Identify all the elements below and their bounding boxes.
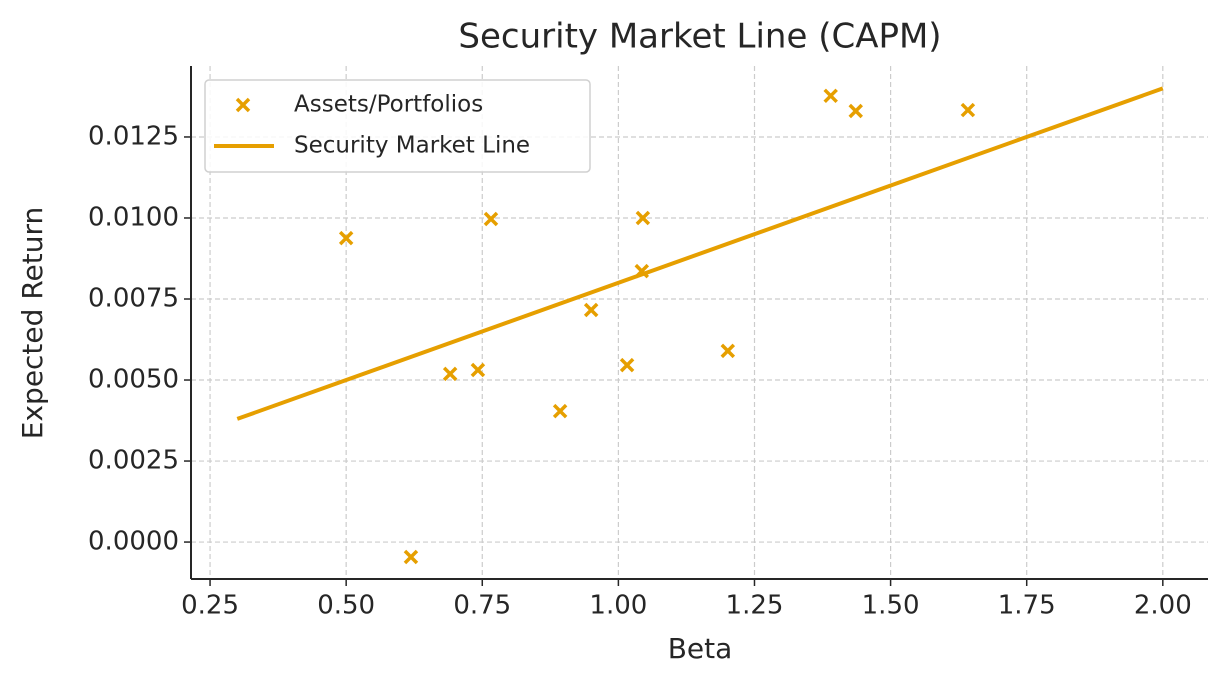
marker <box>635 210 651 226</box>
x-tick-label: 0.25 <box>181 591 239 621</box>
marker <box>338 230 354 246</box>
x-tick-label: 0.75 <box>453 591 511 621</box>
x-tick-label: 1.25 <box>726 591 784 621</box>
marker <box>848 103 863 119</box>
y-tick-label: 0.0000 <box>88 527 179 557</box>
marker <box>470 362 486 378</box>
marker <box>619 357 635 373</box>
marker <box>442 366 458 382</box>
legend: Assets/Portfolios Security Market Line <box>204 79 591 173</box>
marker <box>823 88 838 104</box>
legend-marker <box>235 97 251 113</box>
marker <box>583 302 599 318</box>
legend-label: Assets/Portfolios <box>294 92 483 118</box>
legend-label: Security Market Line <box>294 133 530 159</box>
x-tick-label: 1.75 <box>998 591 1056 621</box>
x-tick-label: 0.50 <box>317 591 375 621</box>
y-tick-label: 0.0025 <box>88 446 179 476</box>
x-tick-label: 2.00 <box>1134 591 1192 621</box>
x-tick-label: 1.50 <box>862 591 920 621</box>
marker <box>960 102 976 118</box>
y-tick-label: 0.0075 <box>88 284 179 314</box>
y-tick-label: 0.0125 <box>88 121 179 151</box>
y-tick-label: 0.0050 <box>88 365 179 395</box>
y-axis-label: Expected Return <box>16 207 49 439</box>
x-tick-label: 1.00 <box>589 591 647 621</box>
marker <box>483 211 499 227</box>
line <box>236 86 1164 421</box>
legend-box <box>204 79 591 173</box>
marker <box>720 343 736 359</box>
chart-title: Security Market Line (CAPM) <box>458 17 941 57</box>
y-tick-label: 0.0100 <box>88 202 179 232</box>
marker <box>552 403 568 419</box>
marker <box>403 549 419 565</box>
x-axis-label: Beta <box>668 632 733 665</box>
